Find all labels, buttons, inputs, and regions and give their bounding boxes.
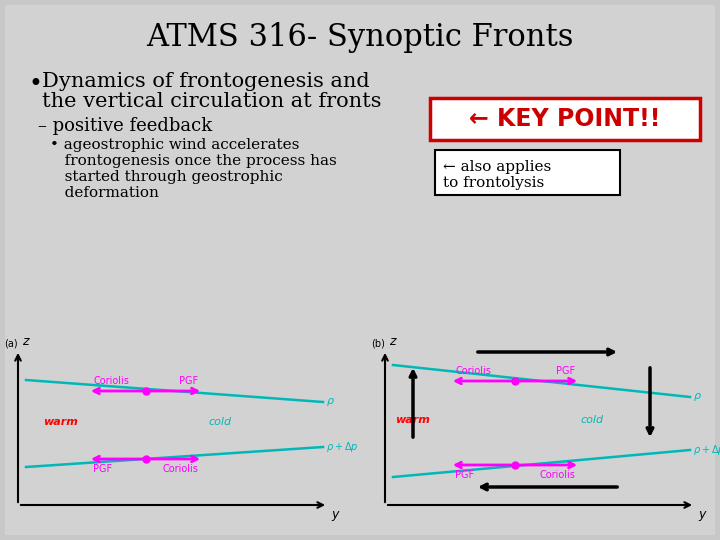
Text: y: y (331, 508, 338, 521)
Text: the vertical circulation at fronts: the vertical circulation at fronts (42, 92, 382, 111)
Text: cold: cold (208, 417, 231, 427)
Text: •: • (28, 72, 42, 96)
Text: z: z (389, 335, 395, 348)
Text: – positive feedback: – positive feedback (38, 117, 212, 135)
Text: started through geostrophic: started through geostrophic (50, 170, 283, 184)
Bar (435, 150, 620, 195)
Text: PGF: PGF (455, 470, 474, 480)
Text: warm: warm (43, 417, 78, 427)
Text: Dynamics of frontogenesis and: Dynamics of frontogenesis and (42, 72, 369, 91)
Text: $\rho + \Delta p$: $\rho + \Delta p$ (326, 440, 359, 454)
Text: cold: cold (580, 415, 603, 425)
Text: ← KEY POINT!!: ← KEY POINT!! (469, 107, 661, 131)
Text: $\rho + \Delta p$: $\rho + \Delta p$ (693, 443, 720, 457)
Text: Coriolis: Coriolis (93, 376, 129, 386)
Text: • ageostrophic wind accelerates: • ageostrophic wind accelerates (50, 138, 300, 152)
Text: y: y (698, 508, 706, 521)
Text: PGF: PGF (93, 464, 112, 474)
Text: PGF: PGF (179, 376, 198, 386)
Text: ← also applies: ← also applies (443, 160, 552, 174)
Text: $\rho$: $\rho$ (693, 391, 702, 403)
Text: Coriolis: Coriolis (539, 470, 575, 480)
Text: (b): (b) (371, 338, 385, 348)
Text: z: z (22, 335, 29, 348)
Text: $\rho$: $\rho$ (326, 396, 335, 408)
Text: deformation: deformation (50, 186, 159, 200)
Text: ATMS 316- Synoptic Fronts: ATMS 316- Synoptic Fronts (146, 22, 574, 53)
Text: frontogenesis once the process has: frontogenesis once the process has (50, 154, 337, 168)
Text: Coriolis: Coriolis (455, 366, 491, 376)
Bar (430, 98, 700, 140)
Text: warm: warm (395, 415, 430, 425)
Text: (a): (a) (4, 338, 17, 348)
Text: to frontolysis: to frontolysis (443, 176, 544, 190)
Text: PGF: PGF (556, 366, 575, 376)
Text: Coriolis: Coriolis (162, 464, 198, 474)
